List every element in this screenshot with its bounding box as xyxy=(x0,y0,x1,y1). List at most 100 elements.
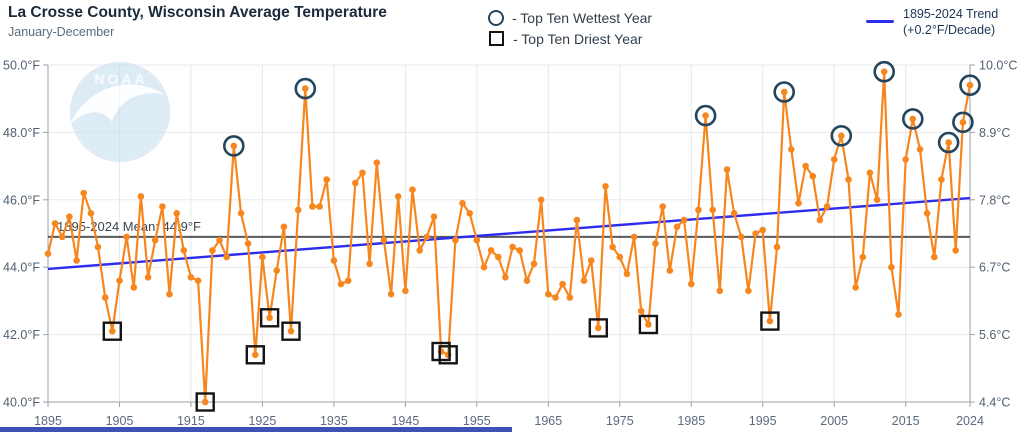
temp-point-1905[interactable] xyxy=(116,277,123,285)
temp-point-1973[interactable] xyxy=(602,183,609,190)
temp-point-1912[interactable] xyxy=(166,290,173,298)
temp-point-1988[interactable] xyxy=(709,206,716,214)
temp-point-2024[interactable] xyxy=(966,81,974,89)
temp-point-1983[interactable] xyxy=(673,223,681,231)
temp-point-1984[interactable] xyxy=(680,216,688,224)
temp-point-1924[interactable] xyxy=(252,351,259,359)
temp-point-1999[interactable] xyxy=(788,146,795,153)
temp-point-2022[interactable] xyxy=(952,247,959,254)
temp-point-1993[interactable] xyxy=(745,287,752,295)
temp-point-2007[interactable] xyxy=(845,176,852,183)
temp-point-2019[interactable] xyxy=(931,253,938,261)
temp-point-1963[interactable] xyxy=(530,260,538,268)
temp-point-1940[interactable] xyxy=(366,260,373,268)
temp-point-1921[interactable] xyxy=(230,142,238,150)
temp-point-1976[interactable] xyxy=(623,270,631,278)
temp-point-1937[interactable] xyxy=(344,277,352,285)
temp-point-1981[interactable] xyxy=(659,203,666,210)
temp-point-1949[interactable] xyxy=(430,213,438,220)
temp-point-1939[interactable] xyxy=(359,169,366,177)
temp-point-1997[interactable] xyxy=(773,243,781,251)
temp-point-2014[interactable] xyxy=(895,311,902,318)
temp-point-1948[interactable] xyxy=(423,233,431,241)
temp-point-1985[interactable] xyxy=(688,280,695,288)
temp-point-1966[interactable] xyxy=(552,294,559,301)
temp-point-1991[interactable] xyxy=(730,210,738,217)
temp-point-1960[interactable] xyxy=(509,243,516,251)
temp-point-2017[interactable] xyxy=(916,146,924,153)
temp-point-2015[interactable] xyxy=(902,156,909,163)
temp-point-1909[interactable] xyxy=(144,274,152,281)
temp-point-1987[interactable] xyxy=(702,112,709,119)
temp-point-1896[interactable] xyxy=(51,220,59,227)
temp-point-1982[interactable] xyxy=(666,267,674,274)
temp-point-2018[interactable] xyxy=(923,210,931,217)
temp-point-1918[interactable] xyxy=(209,247,216,254)
temp-point-1930[interactable] xyxy=(294,206,302,214)
temp-point-2012[interactable] xyxy=(880,68,888,75)
temp-point-1934[interactable] xyxy=(323,176,331,183)
temp-point-1897[interactable] xyxy=(59,233,66,241)
temp-point-1968[interactable] xyxy=(566,294,574,301)
temp-point-1945[interactable] xyxy=(402,287,409,295)
temp-point-1943[interactable] xyxy=(387,290,395,298)
temp-point-1927[interactable] xyxy=(273,267,281,274)
temp-point-1931[interactable] xyxy=(302,85,309,92)
temp-point-1961[interactable] xyxy=(516,247,523,254)
temp-point-1979[interactable] xyxy=(645,321,652,328)
temp-point-1907[interactable] xyxy=(130,284,138,291)
temp-point-2023[interactable] xyxy=(959,119,967,126)
temp-point-1895[interactable] xyxy=(44,250,52,257)
temp-point-1923[interactable] xyxy=(244,240,252,247)
temp-point-1998[interactable] xyxy=(780,88,788,96)
temp-point-1944[interactable] xyxy=(394,193,402,200)
temp-point-1954[interactable] xyxy=(466,210,474,217)
temp-point-1915[interactable] xyxy=(187,274,195,281)
temp-point-1902[interactable] xyxy=(94,243,102,251)
temp-point-1996[interactable] xyxy=(766,317,774,325)
temp-point-2002[interactable] xyxy=(809,172,817,180)
temp-point-1922[interactable] xyxy=(237,210,245,217)
temp-point-1926[interactable] xyxy=(266,314,273,322)
temp-point-1975[interactable] xyxy=(616,253,624,261)
temp-point-1936[interactable] xyxy=(337,280,345,288)
temp-point-1962[interactable] xyxy=(523,277,531,285)
temp-point-1959[interactable] xyxy=(502,274,509,281)
temp-point-2004[interactable] xyxy=(823,203,831,210)
temp-point-1946[interactable] xyxy=(409,186,416,193)
temp-point-1935[interactable] xyxy=(330,257,338,264)
temp-point-2001[interactable] xyxy=(802,162,809,170)
temp-point-1942[interactable] xyxy=(380,236,388,244)
temp-point-1916[interactable] xyxy=(194,277,202,285)
temp-point-1986[interactable] xyxy=(695,206,702,214)
temp-point-1913[interactable] xyxy=(173,210,180,217)
temp-point-2010[interactable] xyxy=(866,169,874,177)
temp-point-1899[interactable] xyxy=(73,257,80,264)
temp-point-1977[interactable] xyxy=(630,233,638,241)
temp-point-1929[interactable] xyxy=(287,327,295,335)
temp-point-1898[interactable] xyxy=(66,213,73,220)
temp-point-2000[interactable] xyxy=(795,199,802,207)
temp-point-2016[interactable] xyxy=(909,115,917,123)
temp-point-1994[interactable] xyxy=(752,230,759,237)
temp-point-1956[interactable] xyxy=(480,263,488,271)
temp-point-1978[interactable] xyxy=(637,307,645,315)
temp-point-1938[interactable] xyxy=(352,179,359,187)
temp-point-1957[interactable] xyxy=(487,247,495,254)
temp-point-1955[interactable] xyxy=(473,236,481,244)
temp-point-1925[interactable] xyxy=(259,253,266,261)
temp-point-1971[interactable] xyxy=(587,257,595,264)
temp-point-1911[interactable] xyxy=(159,203,166,210)
temp-point-1903[interactable] xyxy=(101,294,109,301)
temp-point-2020[interactable] xyxy=(938,176,945,183)
temp-point-1990[interactable] xyxy=(723,166,731,173)
temp-point-2011[interactable] xyxy=(873,196,881,204)
temp-point-2009[interactable] xyxy=(859,253,867,261)
temp-point-1992[interactable] xyxy=(738,233,745,241)
temp-point-1941[interactable] xyxy=(373,159,381,166)
temp-point-1910[interactable] xyxy=(151,236,159,244)
temp-point-1901[interactable] xyxy=(87,210,95,217)
temp-point-1965[interactable] xyxy=(545,290,552,298)
temp-point-2003[interactable] xyxy=(816,216,824,224)
temp-point-1980[interactable] xyxy=(652,240,659,247)
